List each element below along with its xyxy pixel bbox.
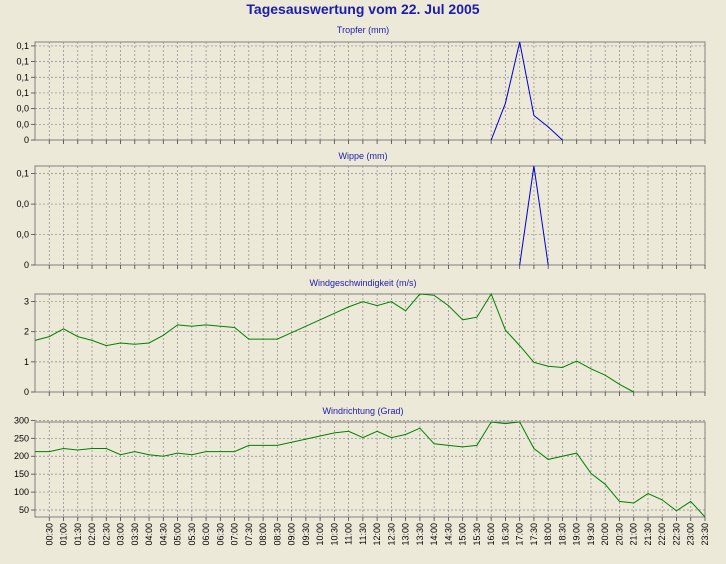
x-tick-label: 03:30 — [130, 523, 140, 546]
x-tick-label: 01:30 — [73, 523, 83, 546]
y-tick-label: 0 — [24, 135, 29, 145]
x-tick-label: 17:30 — [529, 523, 539, 546]
y-tick-label: 0,1 — [16, 72, 29, 82]
x-tick-label: 16:00 — [486, 523, 496, 546]
x-tick-label: 18:00 — [543, 523, 553, 546]
x-tick-label: 20:30 — [614, 523, 624, 546]
y-tick-label: 300 — [14, 415, 29, 425]
y-tick-label: 50 — [19, 505, 29, 515]
x-tick-label: 12:30 — [386, 523, 396, 546]
x-tick-label: 22:00 — [657, 523, 667, 546]
y-tick-label: 0,1 — [16, 41, 29, 51]
y-tick-label: 0 — [24, 387, 29, 397]
x-tick-label: 08:00 — [258, 523, 268, 546]
x-tick-label: 11:00 — [344, 523, 354, 545]
series-line-0-0 — [490, 41, 563, 141]
y-tick-label: 250 — [14, 433, 29, 443]
x-tick-label: 04:00 — [144, 523, 154, 546]
x-tick-label: 23:00 — [686, 523, 696, 546]
x-tick-label: 03:00 — [116, 523, 126, 546]
x-tick-label: 02:00 — [87, 523, 97, 546]
y-tick-label: 0,0 — [16, 104, 29, 114]
x-tick-label: 06:30 — [215, 523, 225, 546]
x-tick-label: 04:30 — [158, 523, 168, 546]
x-tick-label: 09:00 — [287, 523, 297, 546]
panel-title-2: Windgeschwindigkeit (m/s) — [309, 278, 416, 288]
x-tick-label: 01:00 — [59, 523, 69, 546]
x-tick-label: 08:30 — [272, 523, 282, 546]
x-tick-label: 11:30 — [358, 523, 368, 545]
x-tick-label: 15:00 — [458, 523, 468, 546]
x-tick-label: 14:00 — [429, 523, 439, 546]
y-tick-label: 0 — [24, 260, 29, 270]
y-tick-label: 100 — [14, 487, 29, 497]
y-tick-label: 0,0 — [16, 119, 29, 129]
panel-title-1: Wippe (mm) — [339, 151, 388, 161]
x-tick-label: 06:00 — [201, 523, 211, 546]
panel-frame-0 — [34, 41, 706, 141]
y-tick-label: 1 — [24, 357, 29, 367]
y-tick-label: 2 — [24, 327, 29, 337]
x-tick-label: 02:30 — [101, 523, 111, 546]
y-tick-label: 0,1 — [16, 169, 29, 179]
x-tick-label: 21:00 — [629, 523, 639, 546]
x-tick-label: 10:00 — [315, 523, 325, 546]
y-tick-label: 200 — [14, 451, 29, 461]
x-tick-label: 13:00 — [401, 523, 411, 546]
x-tick-label: 12:00 — [372, 523, 382, 546]
panel-frame-1 — [34, 165, 706, 266]
x-tick-label: 09:30 — [301, 523, 311, 546]
y-tick-label: 0,1 — [16, 57, 29, 67]
x-tick-label: 22:30 — [671, 523, 681, 546]
x-tick-label: 10:30 — [329, 523, 339, 546]
x-tick-label: 23:30 — [700, 523, 710, 546]
x-tick-label: 20:00 — [600, 523, 610, 546]
x-tick-label: 13:30 — [415, 523, 425, 546]
x-tick-label: 19:30 — [586, 523, 596, 546]
y-tick-label: 3 — [24, 297, 29, 307]
x-tick-label: 17:00 — [515, 523, 525, 546]
x-tick-label: 21:30 — [643, 523, 653, 546]
x-tick-label: 19:00 — [572, 523, 582, 546]
x-tick-label: 15:30 — [472, 523, 482, 546]
x-tick-label: 07:00 — [230, 523, 240, 546]
panel-title-3: Windrichtung (Grad) — [322, 406, 403, 416]
panel-frame-3 — [34, 421, 706, 518]
x-tick-label: 16:30 — [500, 523, 510, 546]
panel-frame-2 — [34, 293, 706, 393]
x-tick-label: 14:30 — [443, 523, 453, 546]
x-tick-label: 05:30 — [187, 523, 197, 546]
x-tick-label: 07:30 — [244, 523, 254, 546]
series-line-3-0 — [35, 421, 706, 518]
y-tick-label: 0,0 — [16, 230, 29, 240]
series-line-1-0 — [519, 165, 549, 266]
series-line-2-0 — [34, 292, 634, 393]
y-tick-label: 150 — [14, 469, 29, 479]
x-tick-label: 05:00 — [173, 523, 183, 546]
y-tick-label: 0,0 — [16, 199, 29, 209]
y-tick-label: 0,1 — [16, 88, 29, 98]
main-title: Tagesauswertung vom 22. Jul 2005 — [246, 1, 480, 17]
x-tick-label: 18:30 — [557, 523, 567, 546]
x-tick-label: 00:30 — [44, 523, 54, 546]
panel-title-0: Tropfer (mm) — [337, 25, 389, 35]
